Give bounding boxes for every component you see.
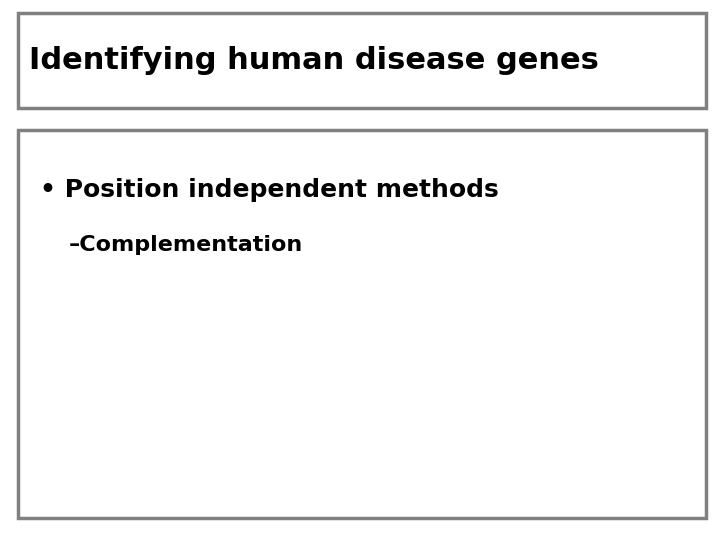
Text: Identifying human disease genes: Identifying human disease genes (29, 46, 598, 75)
Text: –Complementation: –Complementation (68, 235, 302, 255)
Bar (18, 130, 706, 518)
Bar (18, 14, 706, 108)
Text: • Position independent methods: • Position independent methods (40, 178, 498, 202)
